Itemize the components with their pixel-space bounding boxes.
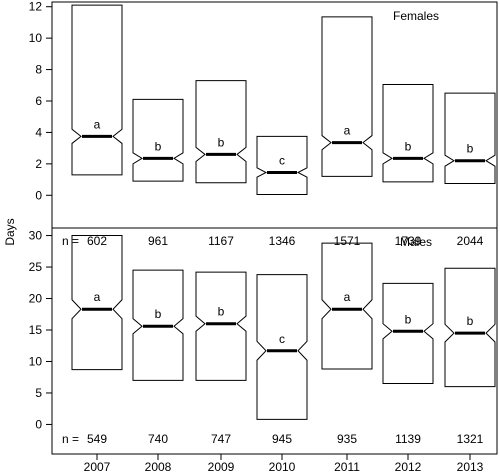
sample-size-label: 747: [211, 432, 231, 446]
box-outline: [256, 135, 308, 195]
significance-letter: b: [218, 305, 225, 319]
panel-frame: [51, 227, 498, 455]
sample-size-label: 1167: [208, 234, 234, 248]
x-tick-label: 2013: [457, 460, 484, 474]
box-outline: [444, 267, 496, 388]
y-tick-label: 20: [29, 292, 43, 306]
n-prefix: n =: [62, 432, 79, 446]
x-tick-label: 2007: [84, 460, 111, 474]
y-tick-label: 0: [35, 417, 42, 431]
y-tick-label: 6: [35, 94, 42, 108]
y-tick-label: 4: [35, 125, 42, 139]
sample-size-label: 2044: [457, 234, 484, 248]
significance-letter: b: [155, 307, 162, 321]
y-axis: 0 5 10 15 20 25 30: [29, 229, 52, 431]
box-2008: b: [132, 269, 184, 381]
box-2007: a: [71, 4, 123, 176]
box-2012: b: [382, 84, 434, 183]
significance-letter: b: [405, 139, 412, 153]
panel-label: Males: [400, 235, 432, 249]
sample-size-label: 549: [87, 432, 107, 446]
y-tick-label: 8: [35, 63, 42, 77]
y-tick-label: 5: [35, 386, 42, 400]
box-outline: [321, 242, 373, 370]
sample-size-label: 1321: [457, 432, 484, 446]
sample-size-label: 602: [87, 234, 107, 248]
sample-size-label: 740: [148, 432, 168, 446]
significance-letter: a: [344, 290, 351, 304]
box-2011: a: [321, 16, 373, 177]
significance-letter: a: [94, 290, 101, 304]
box-2007: a: [71, 235, 123, 371]
y-axis: 0 2 4 6 8 10 12: [29, 0, 52, 202]
box-2013: b: [444, 92, 496, 184]
sample-size-label: 1139: [395, 432, 421, 446]
sample-size-label: 1739: [395, 234, 422, 248]
y-tick-label: 25: [29, 260, 43, 274]
box-outline: [132, 98, 184, 182]
males-panel: 0 5 10 15 20 25 30 Males a b b c a b b n = 549 740 747 945 9…: [29, 227, 498, 455]
y-tick-label: 0: [35, 188, 42, 202]
significance-letter: b: [467, 142, 474, 156]
sample-size-label: 1346: [269, 234, 296, 248]
box-2008: b: [132, 98, 184, 182]
y-tick-label: 10: [29, 354, 43, 368]
box-2012: b: [382, 282, 434, 385]
box-2009: b: [195, 271, 247, 381]
significance-letter: b: [405, 312, 412, 326]
x-tick-label: 2012: [395, 460, 422, 474]
box-outline: [132, 269, 184, 381]
significance-letter: c: [279, 154, 285, 168]
significance-letter: b: [155, 139, 162, 153]
y-tick-label: 2: [35, 157, 42, 171]
panel-label: Females: [393, 9, 439, 23]
y-tick-label: 10: [29, 31, 43, 45]
box-outline: [256, 274, 308, 420]
x-tick-label: 2011: [334, 460, 360, 474]
box-outline: [382, 84, 434, 183]
box-outline: [382, 282, 434, 385]
box-2009: b: [195, 80, 247, 184]
box-outline: [195, 271, 247, 381]
box-outline: [321, 16, 373, 177]
sample-size-label: 945: [272, 432, 292, 446]
box-outline: [71, 4, 123, 176]
significance-letter: c: [279, 332, 285, 346]
box-2011: a: [321, 242, 373, 370]
box-2013: b: [444, 267, 496, 388]
y-tick-label: 12: [29, 0, 43, 14]
y-axis-label: Days: [3, 218, 17, 245]
x-tick-label: 2008: [145, 460, 172, 474]
sample-size-label: 961: [148, 234, 168, 248]
sample-size-label: 935: [337, 432, 357, 446]
significance-letter: b: [218, 135, 225, 149]
x-axis: 2007 2008 2009 2010 2011 2012 2013: [84, 454, 484, 474]
significance-letter: a: [344, 124, 351, 138]
box-2010: c: [256, 274, 308, 420]
box-outline: [195, 80, 247, 184]
females-panel: 0 2 4 6 8 10 12 Females a b b c a b b n = 602 961 1167 1346…: [29, 0, 498, 248]
y-tick-label: 15: [29, 323, 43, 337]
significance-letter: b: [467, 314, 474, 328]
x-tick-label: 2010: [269, 460, 296, 474]
x-tick-label: 2009: [208, 460, 235, 474]
box-2010: c: [256, 135, 308, 195]
box-outline: [71, 235, 123, 371]
box-outline: [444, 92, 496, 184]
significance-letter: a: [94, 117, 101, 131]
y-tick-label: 30: [29, 229, 43, 243]
sample-size-label: 1571: [334, 234, 361, 248]
n-prefix: n =: [62, 234, 79, 248]
